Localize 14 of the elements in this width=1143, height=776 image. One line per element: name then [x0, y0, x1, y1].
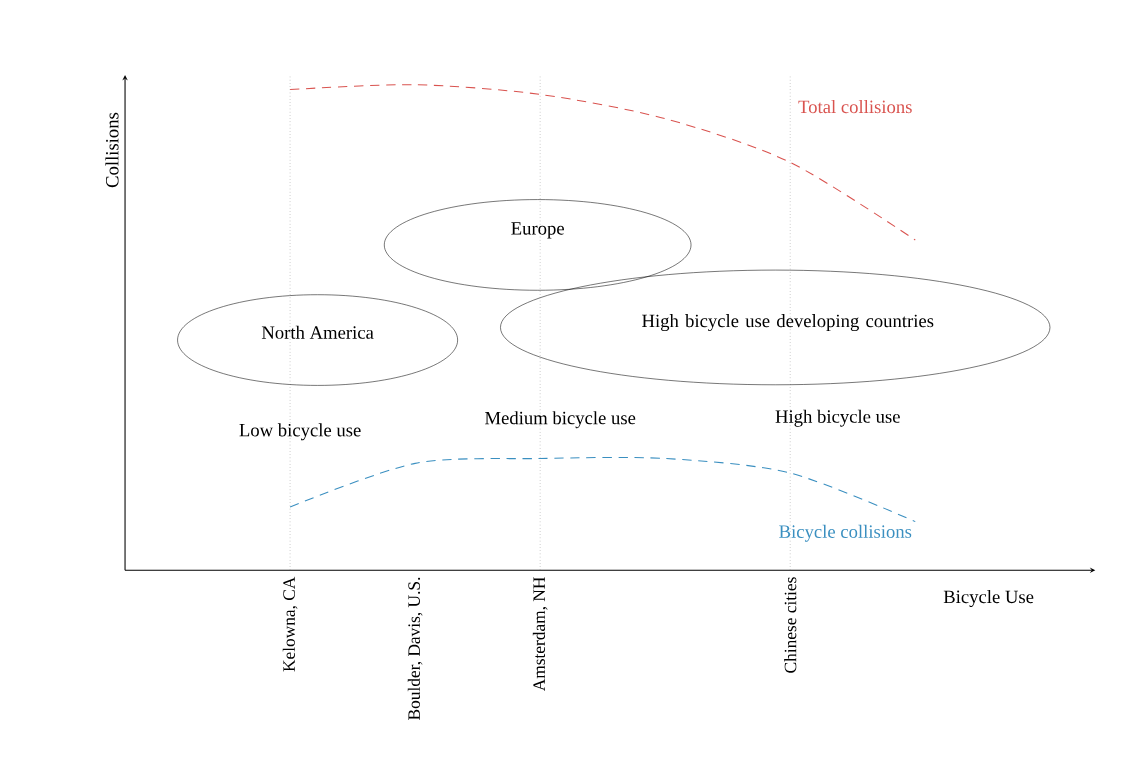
y-axis-title: Collisions — [105, 112, 119, 188]
annotation: Low bicycle use — [239, 423, 361, 441]
annotation: North America — [261, 325, 374, 339]
annotation: Medium bicycle use — [485, 411, 636, 429]
text: Total collisions — [798, 99, 912, 114]
annotation: Europe — [511, 222, 564, 239]
x-tick-label: Boulder, Davis, U.S. — [407, 577, 423, 720]
annotation: High bicycle use developing countries — [642, 313, 934, 331]
annotation: High bicycle use — [775, 409, 900, 427]
x-tick-label: Chinese cities — [784, 577, 797, 673]
x-axis-title: Bicycle Use — [943, 589, 1034, 607]
series-label: Bicycle collisions — [779, 524, 912, 542]
x-tick-label: Kelowna, CA — [282, 576, 298, 672]
x-tick-label: Amsterdam, NH — [532, 577, 548, 691]
